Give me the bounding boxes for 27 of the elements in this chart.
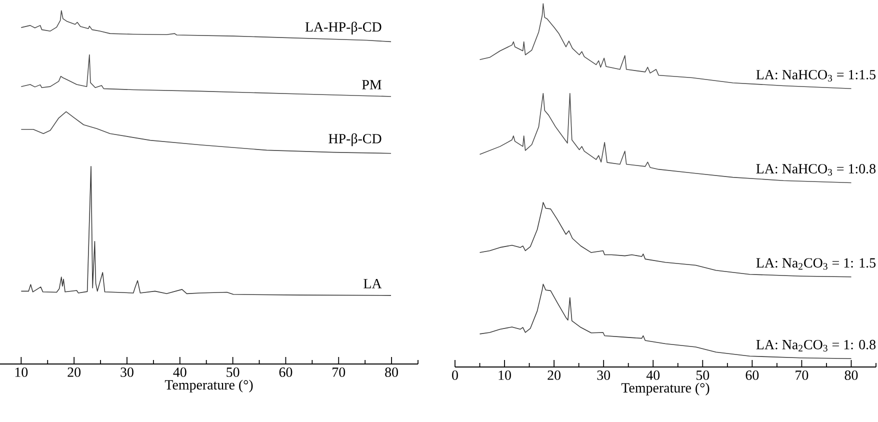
x-tick-label: 30 <box>120 368 134 377</box>
x-tick-label: 30 <box>597 370 610 380</box>
x-tick-label: 70 <box>796 370 808 380</box>
series-label: LA: NaHCO$_{3}$ = 1:1.5 <box>756 70 876 82</box>
x-tick-label: 40 <box>646 370 660 380</box>
x-tick-label: 10 <box>15 368 28 377</box>
x-tick-label: 60 <box>746 370 759 380</box>
x-tick-label: 80 <box>844 370 858 380</box>
series-label: LA-HP-β-CD <box>305 22 382 34</box>
x-tick-label: 60 <box>279 368 292 377</box>
x-tick-label: 20 <box>548 370 560 380</box>
series-label: HP-β-CD <box>328 133 382 146</box>
series-label: LA: NaHCO$_{3}$ = 1:0.8 <box>756 164 876 176</box>
series-label: LA <box>364 279 382 288</box>
x-tick-label: 20 <box>68 368 81 377</box>
x-tick-label: 80 <box>385 368 398 377</box>
x-tick-label: 40 <box>173 368 186 377</box>
x-tick-label: 50 <box>226 368 240 377</box>
x-tick-label: 0 <box>452 370 458 380</box>
series-label: PM <box>362 80 382 90</box>
x-axis-title: Temperature (°) <box>164 380 253 392</box>
series-label: LA: Na$_{2}$CO$_{3}$ = 1: 0.8 <box>756 340 876 352</box>
series-label: LA: Na$_{2}$CO$_{3}$ = 1: 1.5 <box>756 258 876 270</box>
x-tick-label: 10 <box>498 370 511 380</box>
x-axis-title: Temperature (°) <box>621 382 710 396</box>
x-tick-label: 50 <box>696 370 710 380</box>
x-tick-label: 70 <box>332 368 346 377</box>
